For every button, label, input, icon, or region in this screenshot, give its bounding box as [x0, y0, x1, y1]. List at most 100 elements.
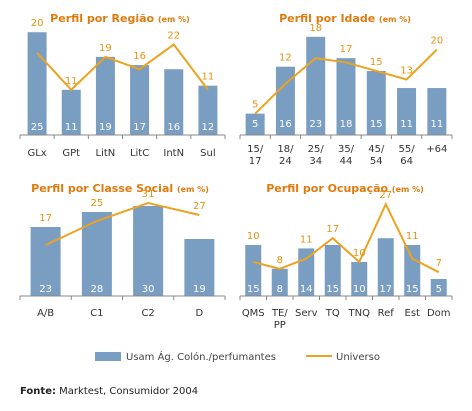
line-value-label: 13	[400, 66, 413, 77]
chart-unit: (em %)	[177, 185, 209, 194]
bar-value-label: 18	[340, 119, 353, 130]
bar	[61, 89, 81, 135]
line-value-label: 17	[340, 44, 353, 55]
x-tick-label-line: 15/	[247, 144, 264, 155]
line-value-label: 16	[133, 51, 146, 62]
x-tick-label: 15/17	[247, 144, 264, 167]
bar	[275, 66, 295, 135]
x-tick-label: Ref	[378, 308, 395, 319]
line-value-label: 11	[406, 231, 419, 242]
chart-title: Perfil por Classe Social (em %)	[31, 182, 209, 195]
x-tick-label-line: C2	[141, 308, 154, 319]
bar-value-label: 15	[406, 284, 419, 295]
x-tick-label-line: 34	[309, 156, 322, 167]
x-tick-label-line: QMS	[242, 308, 265, 319]
bar	[366, 70, 386, 135]
bar	[245, 245, 262, 296]
bar	[133, 206, 164, 296]
x-tick-label: GPt	[62, 148, 80, 159]
x-tick-label-line: Dom	[427, 308, 451, 319]
x-tick-label-line: PP	[274, 320, 286, 331]
x-tick-label-line: +64	[426, 144, 447, 155]
x-tick-label: TE/PP	[271, 308, 288, 331]
source-text: Marktest, Consumidor 2004	[59, 386, 199, 397]
chart-title: Perfil por Idade (em %)	[279, 12, 411, 25]
line-value-label: 22	[167, 31, 180, 42]
bar	[245, 113, 265, 135]
x-tick-label: Serv	[295, 308, 318, 319]
bar-value-label: 15	[247, 284, 260, 295]
bar-value-label: 19	[99, 122, 112, 133]
x-tick-label-line: 25/	[308, 144, 325, 155]
chart-title-text: Perfil por Ocupação	[266, 182, 392, 195]
line-value-label: 10	[353, 248, 366, 259]
bar-value-label: 10	[353, 284, 366, 295]
legend: Usam Ág. Colón./perfumantes Universo	[95, 350, 380, 363]
line-value-label: 11	[300, 234, 313, 245]
bar-value-label: 15	[326, 284, 339, 295]
chart-panel-3: Perfil por Classe Social (em %) 23 28 30 19 1…	[19, 182, 226, 319]
line-value-label: 5	[252, 100, 258, 111]
chart-title: Perfil por Ocupação (em %)	[266, 182, 424, 195]
bar	[130, 65, 150, 135]
line-value-label: 11	[202, 72, 215, 83]
x-tick-label-line: C1	[90, 308, 103, 319]
bar-value-label: 23	[39, 284, 52, 295]
x-tick-label: QMS	[242, 308, 265, 319]
line-value-label: 17	[326, 224, 339, 235]
line-series	[253, 201, 440, 274]
line-value-label: 31	[142, 189, 155, 200]
x-tick-label: Est	[405, 308, 421, 319]
bar-value-label: 23	[309, 119, 322, 130]
line-value-label: 25	[91, 198, 104, 209]
line-value-label: 27	[193, 201, 206, 212]
x-tick-label: Sul	[200, 148, 215, 159]
line-value-label: 17	[39, 213, 52, 224]
x-tick-label: LitC	[130, 148, 149, 159]
line-value-label: 27	[379, 190, 392, 201]
x-tick-label: +64	[426, 144, 447, 155]
bar	[95, 56, 115, 136]
x-tick-label: LitN	[96, 148, 116, 159]
bar	[184, 239, 215, 296]
chart-title-text: Perfil por Classe Social	[31, 182, 177, 195]
bar-value-label: 30	[142, 284, 155, 295]
x-tick-label: GLx	[27, 148, 46, 159]
bar-value-label: 16	[167, 122, 180, 133]
bar-value-label: 8	[277, 284, 283, 295]
bar-value-label: 25	[31, 122, 44, 133]
line-value-label: 10	[247, 231, 260, 242]
x-tick-label-line: 45/	[368, 144, 385, 155]
bar	[397, 88, 417, 135]
x-tick-label-line: 17	[249, 156, 262, 167]
line-value-label: 20	[430, 36, 443, 47]
x-tick-label: TNQ	[348, 308, 371, 319]
bar-value-label: 16	[279, 119, 292, 130]
bar	[351, 262, 368, 296]
x-tick-label-line: TQ	[325, 308, 340, 319]
bar-value-label: 11	[65, 122, 78, 133]
line-series	[36, 43, 209, 92]
x-tick-label-line: GLx	[27, 148, 46, 159]
line-value-label: 20	[31, 18, 44, 29]
bar	[198, 85, 218, 135]
line-value-label: 12	[279, 53, 292, 64]
x-tick-label-line: 18/	[277, 144, 294, 155]
line-series	[45, 201, 200, 246]
line-value-label: 8	[277, 255, 283, 266]
chart-title: Perfil por Região (em %)	[50, 12, 190, 25]
bar-value-label: 28	[91, 284, 104, 295]
x-tick-label: D	[196, 308, 204, 319]
x-tick-label-line: TE/	[271, 308, 288, 319]
bar	[164, 69, 184, 135]
bar	[430, 279, 447, 296]
source-note: Fonte: Marktest, Consumidor 2004	[20, 386, 198, 397]
x-tick-label: C2	[141, 308, 154, 319]
x-tick-label: 45/54	[368, 144, 385, 167]
bar	[324, 245, 341, 296]
x-tick-label-line: LitN	[96, 148, 116, 159]
x-tick-label-line: 64	[400, 156, 413, 167]
line-value-label: 15	[370, 57, 383, 68]
chart-title-text: Perfil por Região	[50, 12, 158, 25]
